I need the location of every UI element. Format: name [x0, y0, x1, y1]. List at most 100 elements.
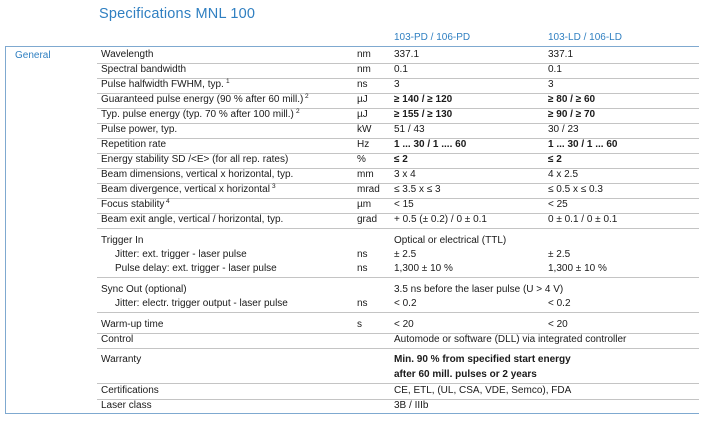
spec-row: Spectral bandwidth nm 0.1 0.1 [97, 63, 699, 79]
parameter-name: Repetition rate [101, 139, 167, 150]
footnote-marker: 1 [226, 78, 230, 85]
parameter-name: Pulse delay: ext. trigger - laser pulse [115, 263, 277, 274]
value-pd: 1 ... 30 / 1 .... 60 [394, 139, 467, 150]
unit-cell: µm [357, 199, 372, 210]
parameter-name: Wavelength [101, 49, 154, 60]
spec-row: Control Automode or software (DLL) via in… [97, 333, 699, 349]
spec-table-frame [5, 46, 699, 414]
value-span: 3B / IIIb [394, 400, 429, 411]
unit-cell: mm [357, 169, 374, 180]
parameter-name: Jitter: ext. trigger - laser pulse [115, 249, 247, 260]
spec-row: Certifications CE, ETL, (UL, CSA, VDE, Se… [97, 384, 699, 400]
value-pd: 1,300 ± 10 % [394, 263, 453, 274]
unit-cell: grad [357, 214, 378, 225]
value-ld: ≤ 0.5 x ≤ 0.3 [548, 184, 603, 195]
parameter-name: Beam dimensions, vertical x horizontal, … [101, 169, 294, 180]
parameter-name: Certifications [101, 385, 159, 396]
column-header-ld: 103-LD / 106-LD [548, 32, 622, 43]
value-pd: ≤ 3.5 x ≤ 3 [394, 184, 441, 195]
unit-cell: % [357, 154, 366, 165]
spec-row: Typ. pulse energy (typ. 70 % after 100 m… [97, 108, 699, 124]
unit-cell: ns [357, 79, 368, 90]
parameter-name: Jitter: electr. trigger output - laser p… [115, 298, 288, 309]
spec-row: Trigger In Optical or electrical (TTL) [97, 234, 699, 249]
parameter-name: Typ. pulse energy (typ. 70 % after 100 m… [101, 109, 294, 120]
unit-cell: Hz [357, 139, 370, 150]
value-ld: ± 2.5 [548, 249, 571, 260]
value-ld: ≥ 80 / ≥ 60 [548, 94, 596, 105]
parameter-name: Pulse power, typ. [101, 124, 178, 135]
spec-row: Pulse halfwidth FWHM, typ. 1 ns 3 3 [97, 78, 699, 94]
spec-row: Laser class 3B / IIIb [97, 399, 699, 414]
value-span-line2: after 60 mill. pulses or 2 years [394, 369, 537, 380]
footnote-marker: 3 [272, 183, 276, 190]
unit-cell: ns [357, 298, 368, 309]
value-ld: ≤ 2 [548, 154, 562, 165]
value-pd: 3 x 4 [394, 169, 416, 180]
parameter-name: Sync Out (optional) [101, 284, 187, 295]
value-ld: 1,300 ± 10 % [548, 263, 607, 274]
spec-row: Beam dimensions, vertical x horizontal, … [97, 168, 699, 184]
value-pd: < 20 [394, 319, 414, 330]
unit-cell: kW [357, 124, 372, 135]
parameter-name: Warranty [101, 354, 142, 365]
value-pd: ≥ 140 / ≥ 120 [394, 94, 453, 105]
value-pd: 51 / 43 [394, 124, 425, 135]
value-pd: ≤ 2 [394, 154, 408, 165]
unit-cell: µJ [357, 109, 368, 120]
value-ld: 4 x 2.5 [548, 169, 579, 180]
value-span: Min. 90 % from specified start energy [394, 354, 571, 365]
value-ld: < 0.2 [548, 298, 571, 309]
unit-cell: s [357, 319, 362, 330]
spec-row: Wavelength nm 337.1 337.1 [97, 48, 699, 64]
spec-row: Guaranteed pulse energy (90 % after 60 m… [97, 93, 699, 109]
value-ld: < 20 [548, 319, 568, 330]
parameter-name: Beam divergence, vertical x horizontal [101, 184, 270, 195]
spec-row: Warm-up time s < 20 < 20 [97, 318, 699, 334]
spec-row: Jitter: electr. trigger output - laser p… [97, 297, 699, 313]
spec-row: Warranty Min. 90 % from specified start e… [97, 353, 699, 384]
spec-row: Beam divergence, vertical x horizontal 3 m… [97, 183, 699, 199]
footnote-marker: 2 [305, 93, 309, 100]
value-ld: < 25 [548, 199, 568, 210]
value-pd: ± 2.5 [394, 249, 417, 260]
value-ld: 1 ... 30 / 1 ... 60 [548, 139, 618, 150]
value-pd: < 15 [394, 199, 414, 210]
unit-cell: mrad [357, 184, 380, 195]
page-title: Specifications MNL 100 [99, 6, 256, 22]
value-span: 3.5 ns before the laser pulse (U > 4 V) [394, 284, 564, 295]
value-ld: 30 / 23 [548, 124, 579, 135]
parameter-name: Trigger In [101, 235, 144, 246]
unit-cell: nm [357, 64, 371, 75]
value-ld: 337.1 [548, 49, 574, 60]
value-ld: ≥ 90 / ≥ 70 [548, 109, 596, 120]
value-ld: 3 [548, 79, 554, 90]
spec-row: Sync Out (optional) 3.5 ns before the las… [97, 283, 699, 298]
value-span: Optical or electrical (TTL) [394, 235, 507, 246]
section-label-general: General [15, 50, 51, 61]
value-pd: 337.1 [394, 49, 420, 60]
spec-row: Focus stability 4 µm < 15 < 25 [97, 198, 699, 214]
value-pd: + 0.5 (± 0.2) / 0 ± 0.1 [394, 214, 487, 225]
value-ld: 0 ± 0.1 / 0 ± 0.1 [548, 214, 618, 225]
value-pd: 3 [394, 79, 400, 90]
spec-row: Pulse delay: ext. trigger - laser pulse n… [97, 262, 699, 278]
value-span: Automode or software (DLL) via integrate… [394, 334, 627, 345]
parameter-name: Pulse halfwidth FWHM, typ. [101, 79, 224, 90]
spec-row: Jitter: ext. trigger - laser pulse ns ± 2.… [97, 248, 699, 263]
parameter-name: Warm-up time [101, 319, 164, 330]
parameter-name: Beam exit angle, vertical / horizontal, … [101, 214, 284, 225]
spec-row: Beam exit angle, vertical / horizontal, … [97, 213, 699, 229]
parameter-name: Spectral bandwidth [101, 64, 187, 75]
value-span: CE, ETL, (UL, CSA, VDE, Semco), FDA [394, 385, 572, 396]
unit-cell: nm [357, 49, 371, 60]
parameter-name: Energy stability SD /<E> (for all rep. r… [101, 154, 289, 165]
parameter-name: Control [101, 334, 134, 345]
unit-cell: ns [357, 263, 368, 274]
parameter-name: Laser class [101, 400, 152, 411]
value-pd: 0.1 [394, 64, 408, 75]
unit-cell: µJ [357, 94, 368, 105]
column-header-pd: 103-PD / 106-PD [394, 32, 471, 43]
value-pd: ≥ 155 / ≥ 130 [394, 109, 453, 120]
spec-row: Pulse power, typ. kW 51 / 43 30 / 23 [97, 123, 699, 139]
